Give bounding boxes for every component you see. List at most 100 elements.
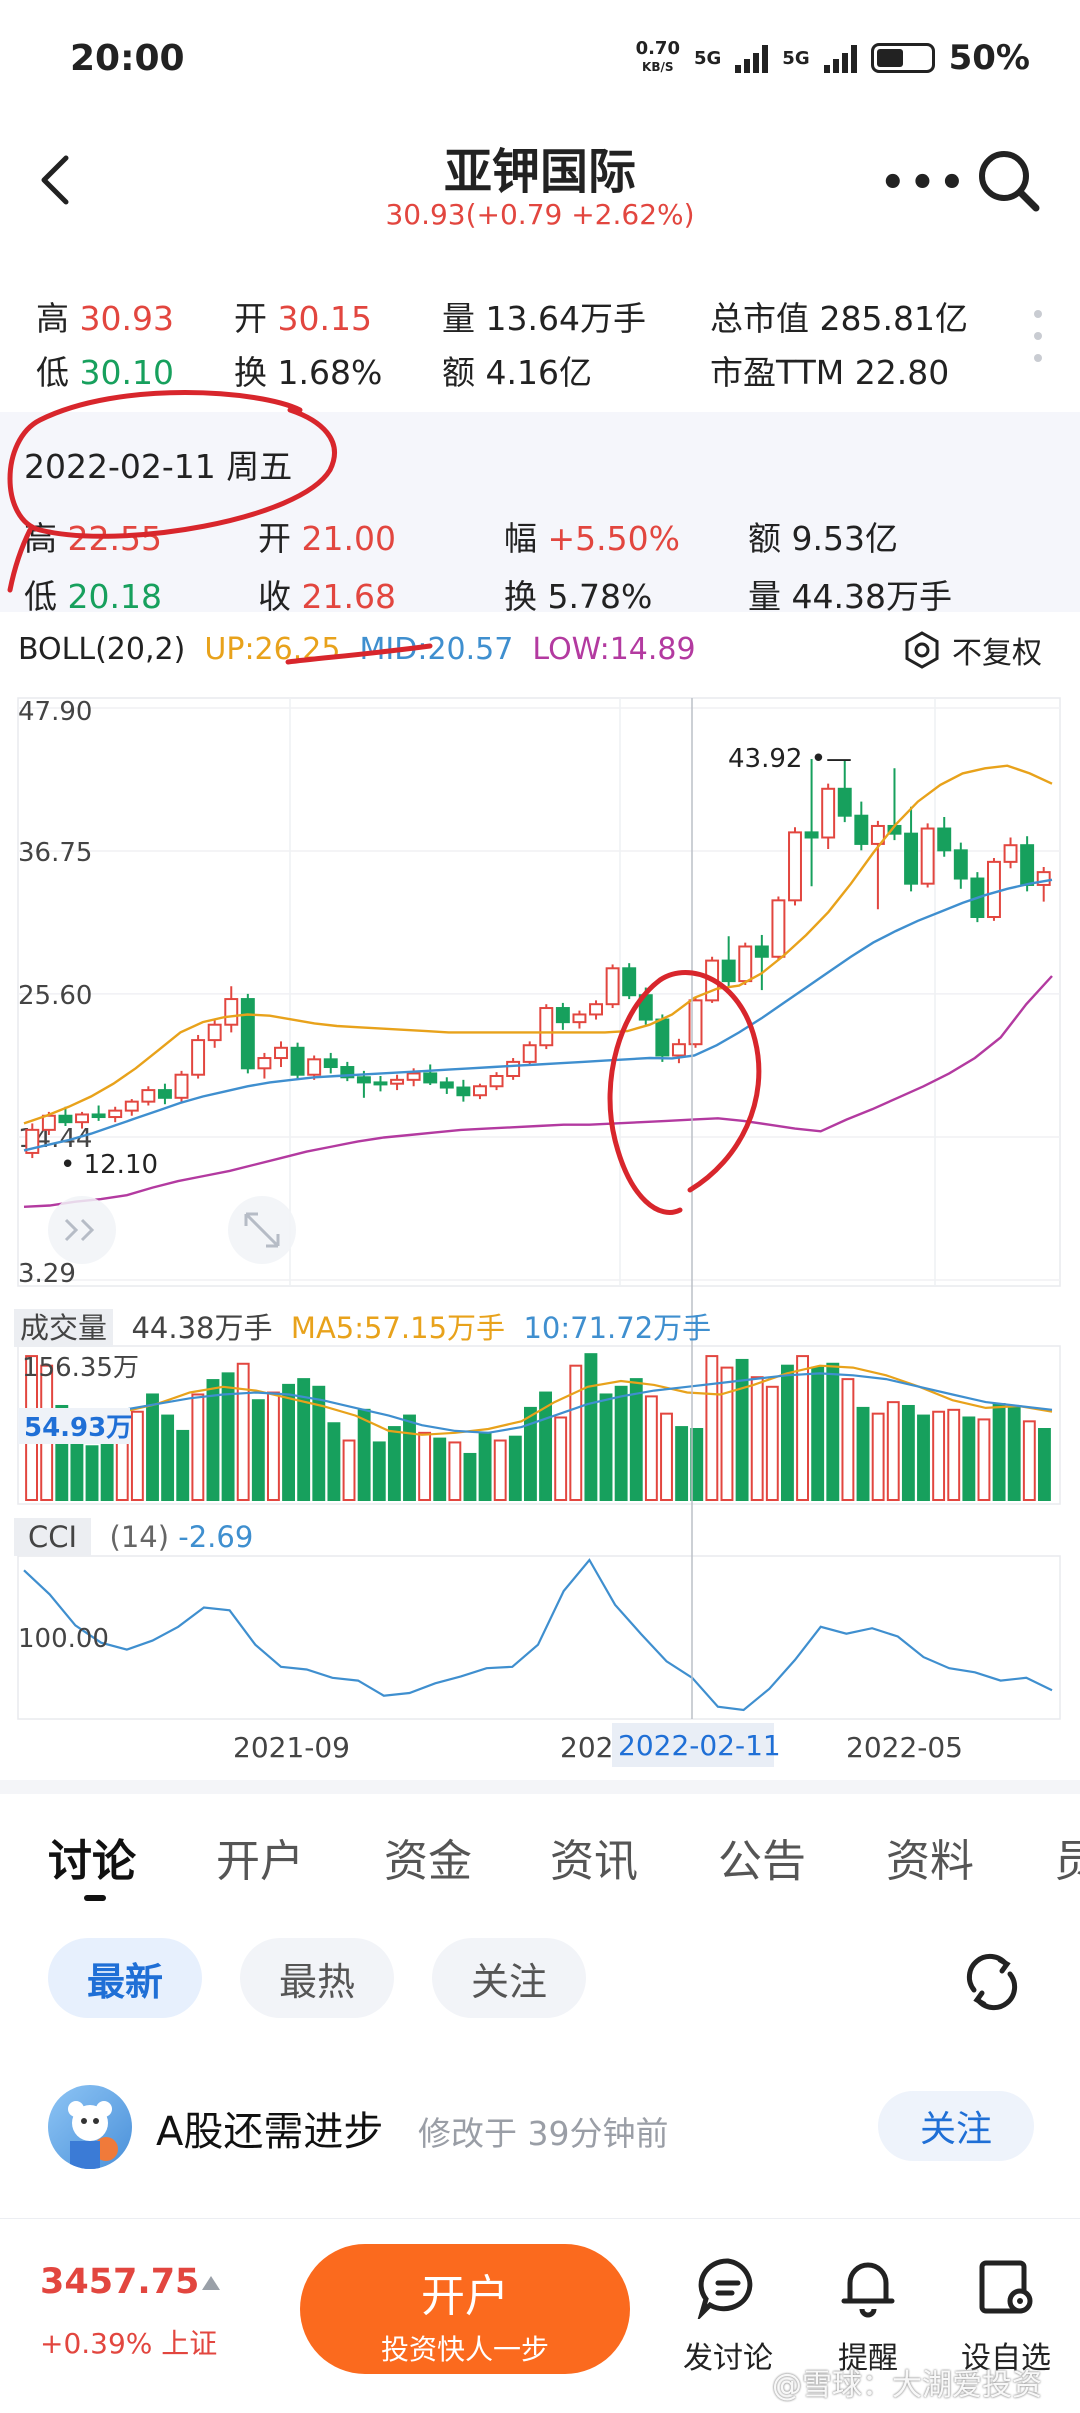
volume-bar bbox=[55, 1404, 69, 1501]
volume-bar bbox=[221, 1372, 235, 1501]
tab-profile[interactable]: 资料 bbox=[886, 1836, 974, 1887]
panel-frame bbox=[17, 697, 1061, 1287]
candle-body bbox=[920, 827, 935, 885]
avatar[interactable] bbox=[48, 2085, 132, 2169]
quote-turnover: 换 1.68% bbox=[234, 353, 383, 392]
filter-latest[interactable]: 最新 bbox=[48, 1938, 202, 2018]
volume-ma10: 10:71.72万手 bbox=[523, 1311, 712, 1345]
candle-body bbox=[522, 1044, 537, 1063]
remind-action[interactable]: 提醒 bbox=[808, 2255, 928, 2377]
follow-button[interactable]: 关注 bbox=[878, 2091, 1034, 2161]
index-change: +0.39% 上证 bbox=[40, 2327, 218, 2360]
filter-following[interactable]: 关注 bbox=[432, 1938, 586, 2018]
volume-axis-mid: 54.93万 bbox=[24, 1413, 132, 1443]
candle-body bbox=[688, 999, 703, 1046]
candle-body bbox=[622, 967, 637, 997]
candle-body bbox=[1036, 871, 1051, 886]
candle-body bbox=[290, 1046, 305, 1076]
candle-body bbox=[423, 1072, 438, 1084]
candle-body bbox=[655, 1018, 670, 1057]
x-axis-label: 2022-05 bbox=[846, 1731, 963, 1764]
volume-bar bbox=[130, 1410, 144, 1502]
tab-discuss[interactable]: 讨论 bbox=[48, 1836, 136, 1887]
tab-news[interactable]: 资讯 bbox=[550, 1836, 638, 1887]
price-axis-label: 47.90 bbox=[18, 697, 92, 727]
quote-mktcap: 总市值 285.81亿 bbox=[710, 299, 968, 338]
quote-pe: 市盈TTM 22.80 bbox=[710, 353, 950, 392]
refresh-icon[interactable] bbox=[960, 1950, 1024, 2014]
sim1-label: 5G bbox=[693, 47, 722, 69]
volume-bar bbox=[1037, 1428, 1051, 1501]
open-account-subtitle: 投资快人一步 bbox=[380, 2333, 549, 2366]
volume-legend: 成交量 44.38万手 MA5:57.15万手 10:71.72万手 bbox=[14, 1305, 711, 1347]
quote-low: 低 30.10 bbox=[36, 353, 174, 392]
day-amount: 额 9.53亿 bbox=[748, 519, 898, 558]
filter-hot[interactable]: 最热 bbox=[240, 1938, 394, 2018]
post-author[interactable]: A股还需进步 bbox=[156, 2109, 384, 2155]
volume-bar bbox=[206, 1379, 220, 1501]
hand-drawn-circle-annotation bbox=[7, 390, 337, 593]
candle-body bbox=[837, 787, 852, 817]
discuss-action[interactable]: 发讨论 bbox=[668, 2255, 788, 2377]
cci-label: CCI bbox=[14, 1518, 92, 1556]
battery-icon bbox=[870, 43, 935, 73]
candle-body bbox=[406, 1072, 421, 1081]
stock-name: 亚钾国际 bbox=[443, 144, 636, 200]
quote-volume: 量 13.64万手 bbox=[442, 299, 646, 338]
panel-frame bbox=[17, 1555, 1061, 1720]
day-low: 低 20.18 bbox=[24, 577, 162, 616]
volume-bar bbox=[161, 1414, 175, 1501]
watchlist-action[interactable]: 设自选 bbox=[946, 2255, 1066, 2377]
adjust-toggle[interactable]: 不复权 bbox=[902, 628, 1042, 672]
more-icon[interactable]: ••• bbox=[880, 160, 969, 206]
index-value[interactable]: 3457.75 bbox=[40, 2262, 200, 2302]
volume-bar bbox=[146, 1393, 159, 1501]
candle-body bbox=[489, 1074, 504, 1088]
search-icon[interactable] bbox=[974, 146, 1044, 216]
candle-body bbox=[274, 1046, 288, 1060]
tab-funds[interactable]: 资金 bbox=[384, 1836, 472, 1887]
candle-body bbox=[506, 1060, 521, 1077]
candle-body bbox=[390, 1078, 405, 1085]
volume-bar bbox=[372, 1441, 386, 1501]
volume-bar bbox=[100, 1443, 114, 1501]
volume-bar bbox=[962, 1416, 976, 1501]
chat-bubble-icon bbox=[696, 2258, 753, 2322]
open-account-button[interactable]: 开户 投资快人一步 bbox=[300, 2244, 630, 2374]
candle-body bbox=[25, 1128, 40, 1154]
candle-body bbox=[75, 1113, 90, 1124]
candle-body bbox=[456, 1086, 471, 1097]
candle-body bbox=[854, 814, 869, 845]
day-volume: 量 44.38万手 bbox=[748, 577, 952, 616]
candle-body bbox=[108, 1109, 123, 1119]
candle-body bbox=[439, 1081, 454, 1089]
volume-bar bbox=[977, 1418, 991, 1501]
x-cursor-label: 2022-02-11 bbox=[618, 1729, 781, 1762]
candle-body bbox=[721, 959, 736, 983]
scroll-button-bg bbox=[48, 1196, 116, 1264]
price-axis-label: 3.29 bbox=[18, 1259, 76, 1289]
expand-dots-icon[interactable] bbox=[1034, 310, 1042, 376]
watchlist-label: 设自选 bbox=[961, 2341, 1051, 2376]
cci-value: -2.69 bbox=[178, 1520, 254, 1554]
candle-body bbox=[224, 998, 239, 1026]
hexagon-settings-icon bbox=[905, 631, 939, 669]
volume-bar bbox=[191, 1393, 205, 1501]
volume-bar bbox=[917, 1414, 930, 1501]
volume-bar bbox=[554, 1416, 568, 1501]
cci-axis-label: 100.00 bbox=[18, 1624, 109, 1654]
candle-body bbox=[307, 1058, 322, 1076]
volume-bar bbox=[176, 1429, 190, 1501]
quote-high: 高 30.93 bbox=[36, 299, 174, 338]
volume-bar bbox=[523, 1406, 537, 1501]
volume-bar bbox=[403, 1414, 416, 1501]
day-detail-panel: 2022-02-11 周五 高 22.55 低 20.18 开 21.00 收 … bbox=[0, 412, 1080, 616]
tab-announcements[interactable]: 公告 bbox=[718, 1836, 806, 1887]
tab-open-account[interactable]: 开户 bbox=[216, 1836, 304, 1887]
price-axis-label: 25.60 bbox=[18, 981, 92, 1011]
candle-body bbox=[754, 945, 769, 958]
tab-more[interactable]: 员 bbox=[1054, 1836, 1080, 1887]
volume-bar bbox=[811, 1366, 825, 1501]
back-arrow-icon[interactable] bbox=[36, 150, 76, 210]
